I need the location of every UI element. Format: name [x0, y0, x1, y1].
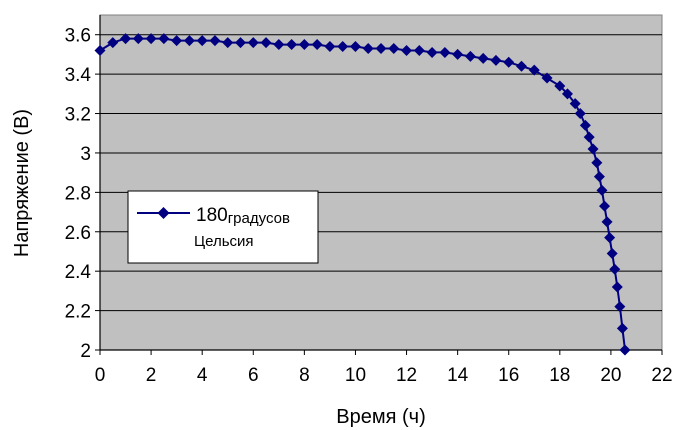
- y-axis-label: Напряжение (В): [11, 109, 33, 257]
- legend-box: [127, 190, 319, 264]
- data-point-marker: [528, 64, 540, 76]
- data-point-marker: [337, 41, 349, 53]
- data-point-marker: [604, 232, 616, 244]
- data-point-marker: [606, 247, 618, 259]
- x-tick-label: 20: [600, 365, 621, 386]
- data-point-marker: [569, 98, 581, 110]
- y-axis-ticks: 2 2.2 2.4 2.6 2.8 3 3.2 3.4 3.6: [65, 26, 100, 362]
- data-point-marker: [362, 43, 374, 54]
- x-tick-label: 14: [447, 365, 469, 386]
- y-tick-label: 2.6: [65, 223, 91, 244]
- y-tick-label: 3.6: [65, 26, 91, 47]
- data-point-marker: [452, 48, 464, 60]
- data-point-marker: [375, 43, 387, 54]
- data-point-marker: [286, 39, 298, 51]
- data-point-marker: [599, 200, 611, 212]
- data-point-marker: [94, 44, 106, 56]
- data-point-marker: [273, 39, 285, 51]
- data-point-marker: [158, 33, 170, 45]
- y-tick-label: 3: [80, 144, 91, 165]
- data-point-marker: [132, 33, 144, 45]
- data-point-marker: [349, 41, 361, 53]
- data-point-marker: [260, 37, 272, 49]
- series-points: [94, 33, 631, 356]
- x-tick-label: 8: [299, 365, 310, 386]
- x-tick-label: 16: [498, 365, 519, 386]
- data-point-marker: [541, 72, 553, 84]
- legend-label-sub: градусов: [228, 210, 290, 227]
- data-point-marker: [583, 131, 595, 143]
- y-tick-label: 2.4: [65, 262, 92, 283]
- data-point-marker: [587, 143, 599, 155]
- data-point-marker: [120, 33, 132, 45]
- data-point-marker: [107, 37, 119, 49]
- x-axis-label: Время (ч): [336, 406, 425, 428]
- data-point-marker: [413, 44, 425, 56]
- data-point-marker: [235, 37, 246, 49]
- data-point-marker: [247, 37, 259, 49]
- x-tick-label: 2: [146, 365, 157, 386]
- legend: 180градусов Цельсия: [127, 190, 319, 264]
- data-point-marker: [619, 344, 631, 356]
- data-point-marker: [554, 80, 566, 92]
- x-tick-label: 6: [248, 365, 259, 386]
- plot-area: [99, 14, 663, 351]
- data-point-marker: [324, 41, 336, 53]
- data-point-marker: [591, 157, 603, 169]
- y-tick-label: 3.2: [65, 105, 91, 126]
- data-point-marker: [183, 35, 195, 47]
- legend-marker-icon: [157, 207, 170, 219]
- data-point-marker: [171, 35, 183, 47]
- data-point-marker: [401, 44, 413, 56]
- data-point-marker: [222, 37, 234, 49]
- data-point-marker: [593, 171, 605, 183]
- data-point-marker: [609, 263, 621, 275]
- y-tick-label: 2.8: [65, 183, 91, 204]
- data-point-marker: [561, 88, 573, 100]
- y-tick-label: 2.2: [65, 302, 91, 323]
- x-tick-label: 22: [651, 365, 672, 386]
- data-point-marker: [196, 35, 208, 47]
- x-tick-label: 10: [345, 365, 366, 386]
- data-point-marker: [298, 39, 310, 51]
- data-point-marker: [209, 35, 221, 47]
- data-point-marker: [516, 60, 527, 72]
- data-point-marker: [477, 52, 489, 64]
- legend-label-main: 180: [196, 205, 228, 226]
- data-point-marker: [614, 301, 626, 313]
- data-point-marker: [579, 119, 591, 131]
- data-point-marker: [574, 108, 586, 120]
- legend-label: 180градусов: [196, 205, 290, 227]
- data-point-marker: [601, 216, 613, 228]
- data-point-marker: [490, 54, 502, 66]
- data-point-marker: [596, 184, 608, 196]
- data-point-marker: [145, 33, 157, 45]
- x-tick-label: 0: [95, 365, 106, 386]
- data-point-marker: [426, 46, 438, 58]
- x-axis-ticks: 0 2 4 6 8 10 12 14 16 18 20 22: [95, 350, 673, 386]
- data-point-marker: [439, 46, 451, 58]
- data-point-marker: [464, 50, 476, 62]
- data-point-marker: [616, 322, 628, 334]
- data-point-marker: [388, 43, 400, 54]
- data-point-marker: [503, 56, 515, 68]
- y-tick-label: 3.4: [65, 65, 92, 86]
- x-tick-label: 12: [396, 365, 417, 386]
- legend-label-line2: Цельсия: [194, 233, 254, 250]
- y-tick-label: 2: [80, 341, 91, 362]
- x-tick-label: 4: [197, 365, 208, 386]
- data-point-marker: [311, 39, 323, 51]
- data-point-marker: [611, 281, 623, 293]
- x-tick-label: 18: [549, 365, 570, 386]
